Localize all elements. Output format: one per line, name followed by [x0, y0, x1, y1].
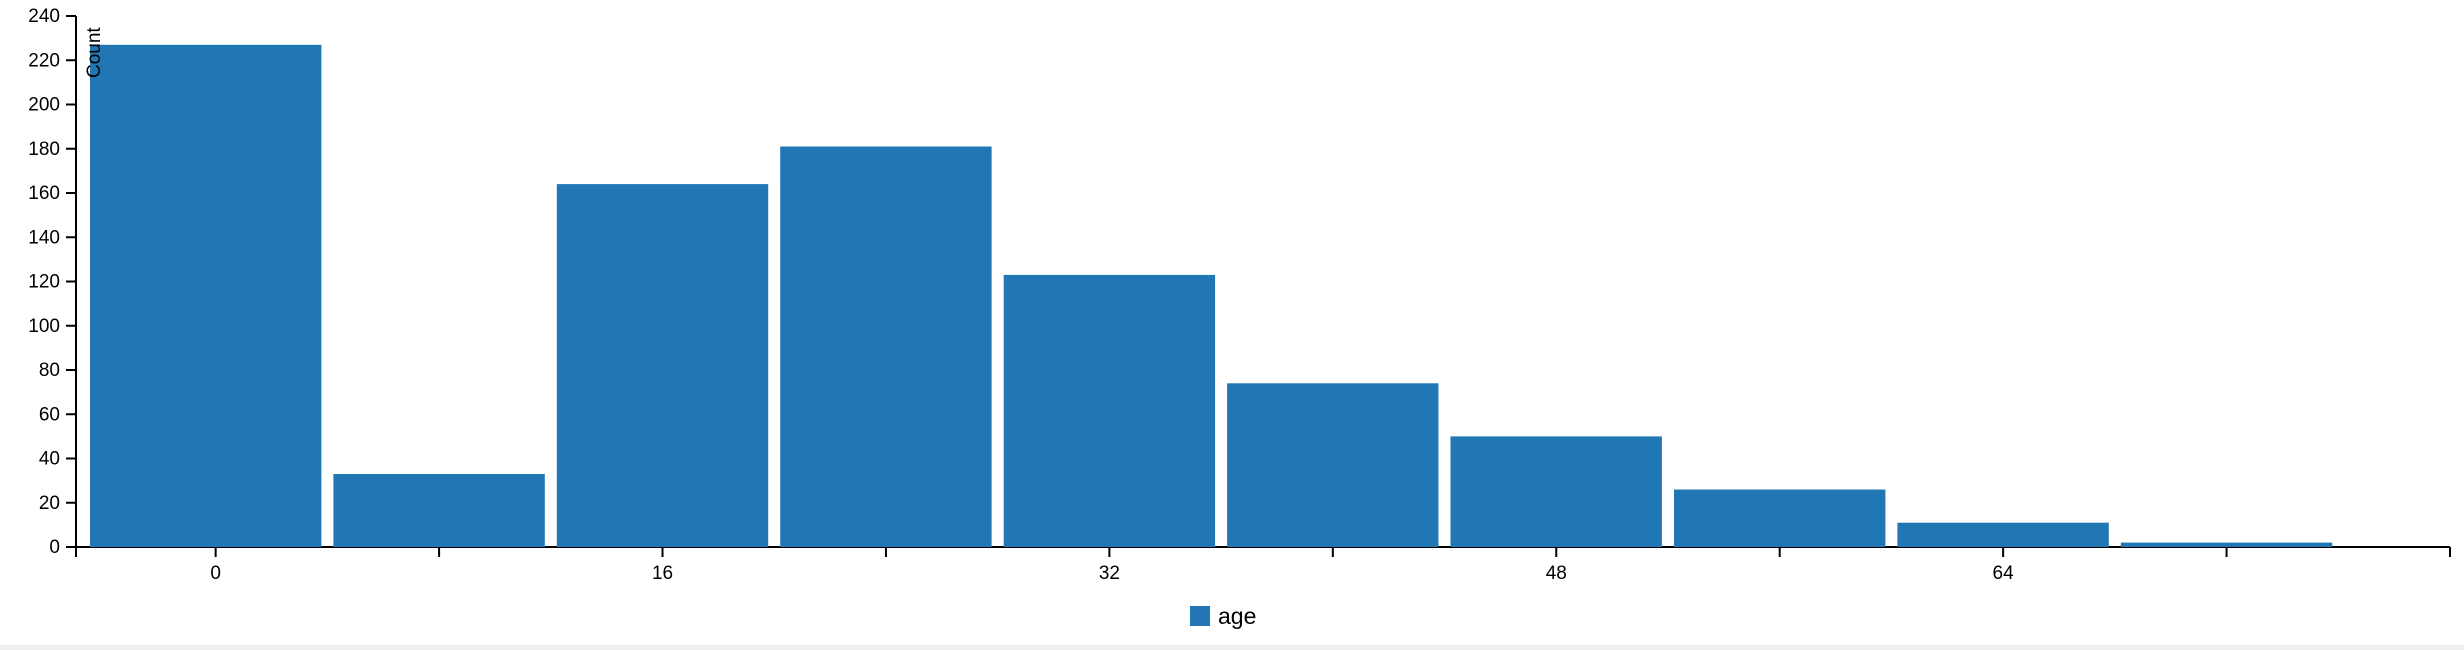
x-axis: 0 16 32 48 64 — [75, 546, 2451, 584]
y-tick-label: 60 — [39, 404, 60, 425]
histogram-bar[interactable] — [90, 44, 322, 548]
histogram-bar[interactable] — [556, 184, 769, 547]
y-tick-label: 160 — [28, 183, 60, 204]
y-tick-label: 20 — [39, 493, 60, 514]
x-tick-label: 0 — [210, 563, 221, 584]
histogram-bar[interactable] — [1003, 274, 1216, 547]
y-tick-label: 100 — [28, 316, 60, 337]
y-tick-label: 0 — [49, 537, 60, 558]
histogram-bar[interactable] — [333, 474, 545, 547]
histogram-bar[interactable] — [780, 146, 992, 548]
bottom-divider — [0, 645, 2464, 650]
histogram-bar[interactable] — [1227, 383, 1439, 547]
y-tick-label: 220 — [28, 50, 60, 71]
y-tick-label: 240 — [28, 6, 60, 27]
legend-label-age[interactable]: age — [1218, 603, 1256, 629]
histogram-bar[interactable] — [2120, 542, 2333, 547]
y-tick-label: 120 — [28, 272, 60, 293]
y-tick-label: 140 — [28, 227, 60, 248]
histogram-bar[interactable] — [1674, 489, 1886, 548]
x-tick-label: 48 — [1546, 563, 1567, 584]
x-tick-label: 64 — [1993, 563, 2015, 584]
y-tick-label: 80 — [39, 360, 60, 381]
y-tick-label: 180 — [28, 139, 60, 160]
legend-swatch-age[interactable] — [1190, 606, 1210, 626]
y-axis-title: Count — [84, 27, 105, 78]
x-tick-label: 16 — [652, 563, 673, 584]
bars — [90, 44, 2333, 548]
x-tick-label: 32 — [1099, 563, 1120, 584]
histogram-bar[interactable] — [1897, 522, 2109, 547]
legend: age — [1190, 603, 1256, 629]
y-axis: 0 20 40 60 80 100 120 140 160 180 200 220 240 — [28, 6, 77, 558]
y-tick-label: 200 — [28, 95, 60, 116]
histogram-bar[interactable] — [1450, 436, 1662, 547]
y-tick-label: 40 — [39, 449, 60, 470]
